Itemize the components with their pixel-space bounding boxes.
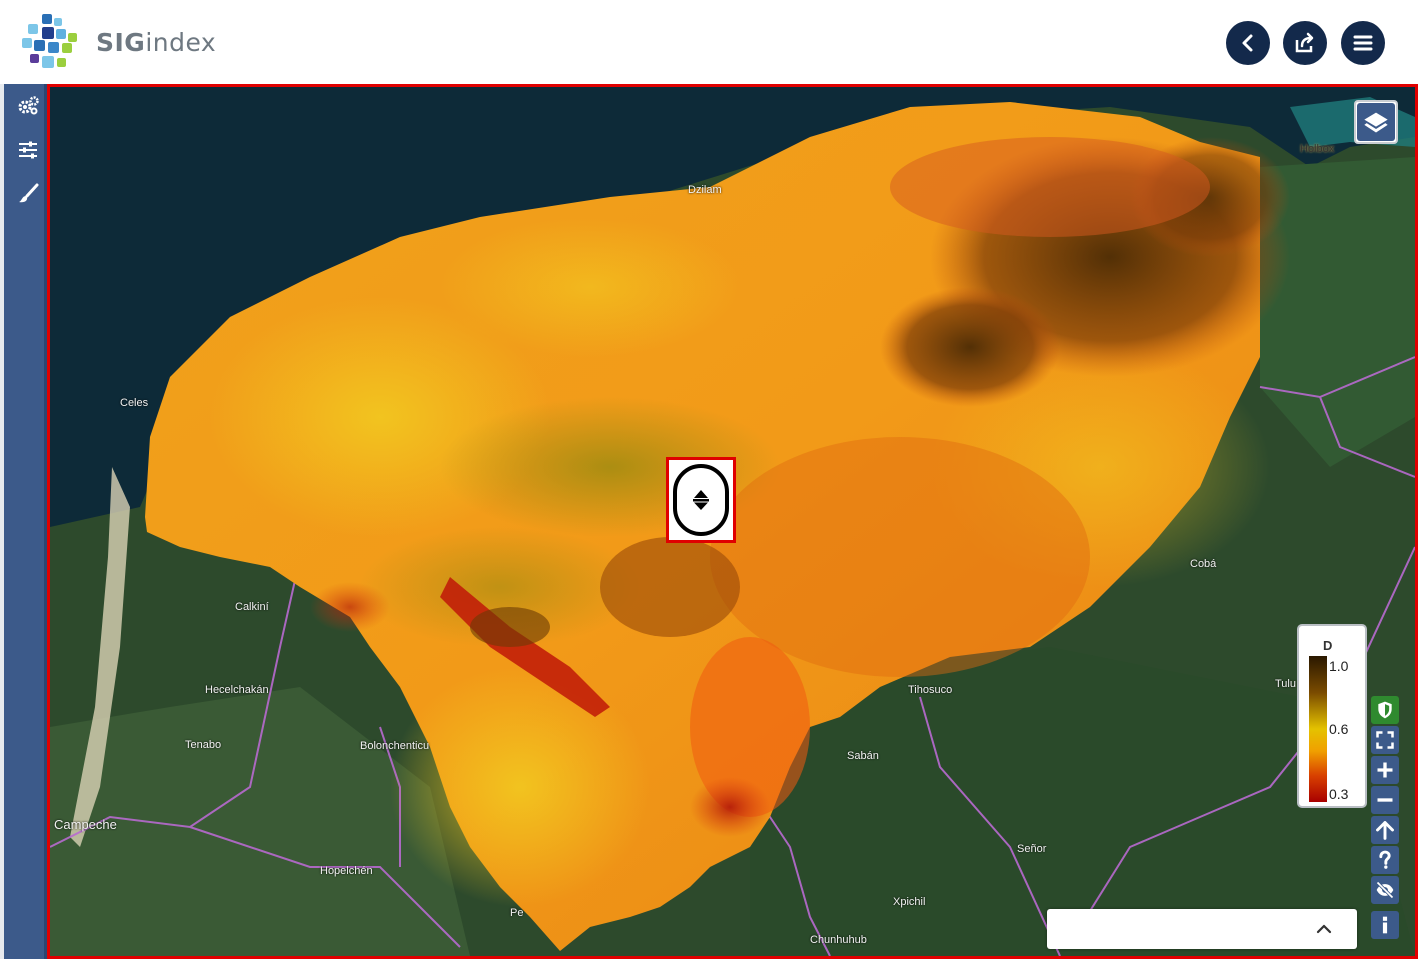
fullscreen-button[interactable] — [1371, 726, 1399, 754]
place-label-hopelchen: Hopelchén — [320, 865, 373, 877]
move-vertical-icon — [693, 490, 709, 510]
move-vertical-button[interactable] — [673, 464, 729, 536]
place-label-celestun: Celes — [120, 397, 149, 409]
sidebar-item-filters[interactable] — [16, 138, 40, 162]
place-label-saban: Sabán — [847, 750, 879, 762]
place-label-senor: Señor — [1017, 843, 1047, 855]
shield-button[interactable] — [1371, 696, 1399, 724]
zoom-out-button[interactable] — [1371, 786, 1399, 814]
info-icon — [1382, 916, 1388, 934]
chevron-up-icon — [1316, 924, 1332, 934]
zoom-in-button[interactable] — [1371, 756, 1399, 784]
place-label-tulum: Tulu — [1275, 678, 1296, 690]
sliders-icon — [19, 141, 37, 159]
legend-color-ramp — [1309, 656, 1327, 802]
back-button[interactable] — [1226, 21, 1270, 65]
info-button[interactable] — [1371, 911, 1399, 939]
help-button[interactable] — [1371, 846, 1399, 874]
hamburger-menu-icon — [1353, 35, 1373, 51]
place-label-xpichil: Xpichil — [893, 896, 926, 908]
sidebar-item-style[interactable] — [16, 182, 40, 206]
map-viewport[interactable]: Dzilam Celes Holbox Cobá Calkiní Hecelch… — [47, 84, 1418, 959]
left-edge — [0, 84, 4, 959]
layers-icon — [1364, 112, 1388, 133]
share-button[interactable] — [1283, 21, 1327, 65]
arrow-up-icon — [1376, 821, 1394, 840]
brand-name: SIGindex — [96, 28, 217, 57]
plus-icon — [1377, 762, 1393, 778]
place-label-bolonchenticul: Bolonchenticu — [360, 740, 430, 752]
sidebar-item-settings[interactable] — [16, 94, 40, 118]
place-label-calkini: Calkiní — [235, 601, 269, 613]
map-canvas[interactable] — [50, 87, 1415, 956]
place-label-campeche: Campeche — [54, 817, 117, 832]
fullscreen-icon — [1376, 731, 1394, 749]
chevron-left-icon — [1242, 34, 1253, 52]
legend-mid-label: 0.6 — [1329, 721, 1349, 737]
north-button[interactable] — [1371, 816, 1399, 844]
sidebar — [4, 84, 48, 959]
legend-max-label: 1.0 — [1329, 658, 1349, 674]
map-legend: D 1.0 0.6 0.3 — [1297, 624, 1367, 808]
shield-icon — [1378, 701, 1392, 719]
siginiex-logo — [22, 14, 77, 68]
menu-button[interactable] — [1341, 21, 1385, 65]
layers-button[interactable] — [1354, 100, 1398, 144]
gears-icon — [18, 96, 39, 115]
place-label-tihosuco: Tihosuco — [908, 684, 953, 696]
place-label-dzilam: Dzilam — [688, 184, 722, 196]
move-control-highlight — [666, 457, 736, 543]
brush-icon — [19, 183, 39, 203]
legend-title: D — [1323, 638, 1333, 653]
legend-min-label: 0.3 — [1329, 786, 1349, 802]
place-label-chunhuhub: Chunhuhub — [810, 934, 867, 946]
hide-button[interactable] — [1371, 876, 1399, 904]
place-label-holbox: Holbox — [1300, 143, 1335, 155]
sidebar-divider — [44, 84, 48, 959]
layers-button-face — [1357, 103, 1395, 141]
share-icon — [1295, 32, 1314, 53]
app-header: SIGindex — [0, 0, 1418, 84]
bottom-collapsible-panel[interactable] — [1047, 909, 1357, 949]
place-label-peto: Pe — [510, 907, 524, 919]
place-label-coba: Cobá — [1190, 558, 1217, 570]
minus-icon — [1377, 798, 1393, 802]
eye-slash-icon — [1376, 881, 1394, 899]
place-label-hecelchakan: Hecelchakán — [205, 684, 269, 696]
place-label-tenabo: Tenabo — [185, 739, 222, 751]
question-icon — [1379, 850, 1391, 869]
